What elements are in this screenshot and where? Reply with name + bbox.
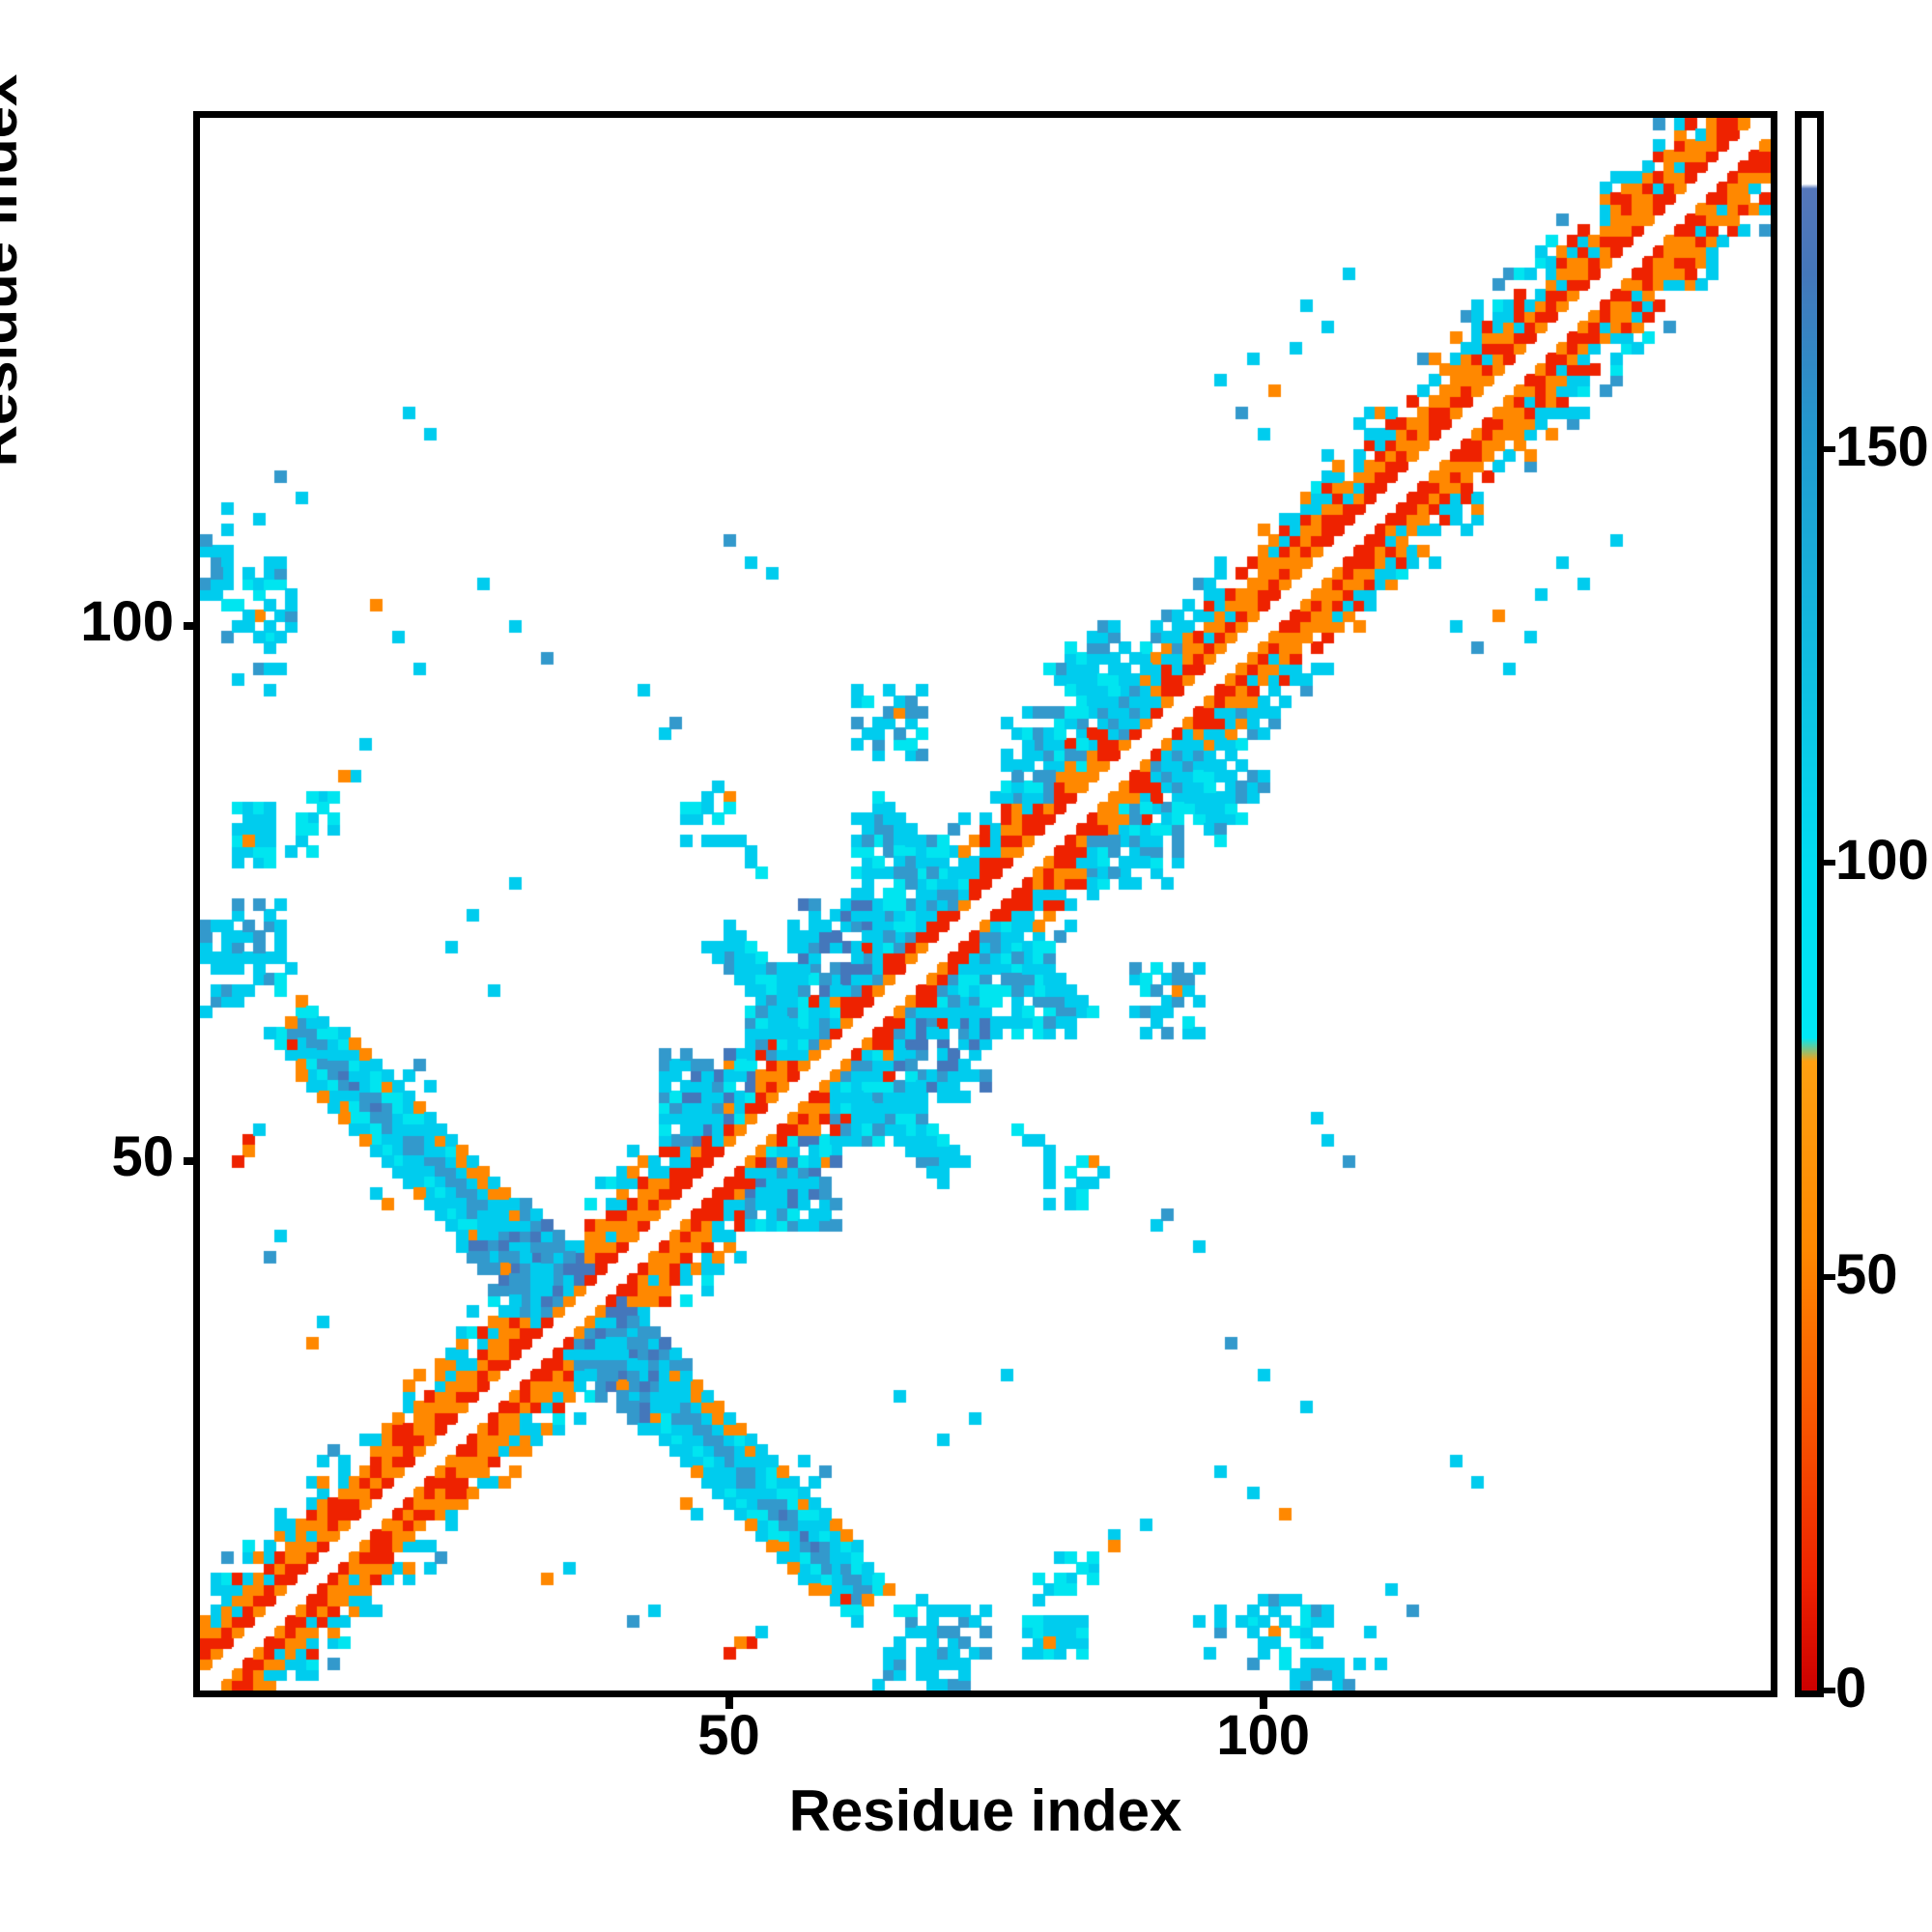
y-tick-mark-100 xyxy=(184,622,197,631)
colorbar-tick-mark-0 xyxy=(1822,1688,1835,1693)
colorbar-tick-label-0: 0 xyxy=(1835,1657,1867,1719)
y-tick-mark-50 xyxy=(184,1156,197,1165)
colorbar-tick-label-50: 50 xyxy=(1835,1242,1898,1306)
contact-map-heatmap xyxy=(200,118,1771,1690)
x-tick-mark-100 xyxy=(1259,1695,1267,1709)
x-axis-label: Residue index xyxy=(788,1778,1182,1843)
contact-map-plot-area xyxy=(193,111,1777,1697)
colorbar-tick-mark-100 xyxy=(1822,860,1835,867)
y-tick-label-100: 100 xyxy=(80,590,174,654)
x-tick-label-100: 100 xyxy=(1216,1704,1310,1767)
colorbar-tick-mark-150 xyxy=(1822,445,1835,452)
colorbar-tick-mark-50 xyxy=(1822,1273,1835,1280)
x-tick-mark-50 xyxy=(724,1695,733,1709)
colorbar-tick-label-150: 150 xyxy=(1835,414,1929,478)
colorbar-gradient xyxy=(1802,118,1817,1690)
y-tick-label-50: 50 xyxy=(111,1124,174,1188)
colorbar-tick-label-100: 100 xyxy=(1835,829,1929,893)
y-axis-label: Residue index xyxy=(0,73,29,468)
colorbar xyxy=(1795,111,1824,1697)
x-tick-label-50: 50 xyxy=(697,1704,760,1767)
